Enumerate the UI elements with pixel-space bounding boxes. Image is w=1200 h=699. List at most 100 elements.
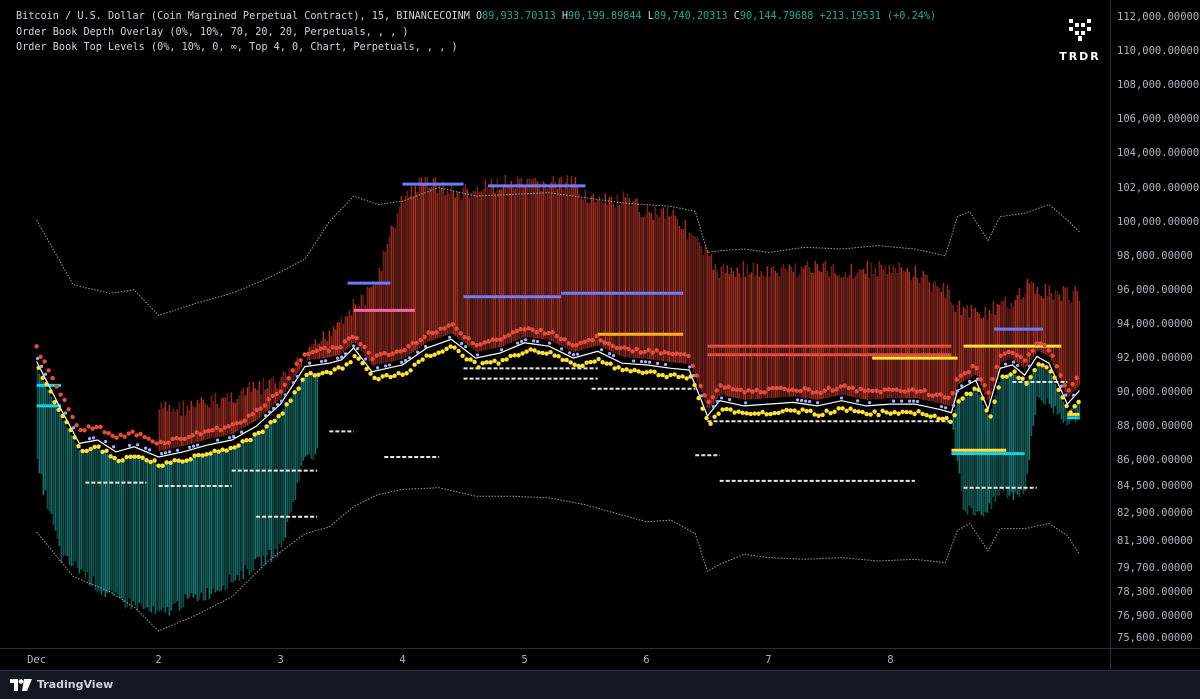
ask-depth-bar: [644, 214, 647, 359]
ask-depth-bar: [190, 400, 193, 444]
bid-depth-bar: [988, 415, 991, 504]
bid-depth-bar: [956, 401, 959, 461]
bid-level-dot: [412, 362, 417, 367]
bid-level-dot: [528, 347, 533, 352]
indicator-depth-overlay[interactable]: Order Book Depth Overlay (0%, 10%, 70, 2…: [16, 26, 409, 38]
ask-level-dot: [310, 349, 315, 355]
y-tick-label: 81,300.00000: [1117, 534, 1193, 547]
ask-depth-bar: [556, 188, 559, 344]
ask-level-dot: [714, 388, 719, 393]
bid-level-dot: [752, 411, 757, 416]
mid-level-dot: [699, 394, 704, 398]
bid-level-dot: [984, 408, 989, 413]
ask-depth-bar: [408, 196, 411, 355]
bid-depth-bar: [1010, 373, 1013, 493]
bid-level-dot: [168, 460, 173, 465]
ask-depth-bar: [810, 272, 813, 399]
ask-level-dot: [774, 386, 779, 391]
ask-level-dot: [142, 434, 147, 440]
mid-level-dot: [459, 341, 464, 346]
mid-level-dot: [415, 350, 420, 354]
ask-depth-bar: [976, 312, 979, 377]
ask-depth-bar: [514, 188, 517, 341]
ask-depth-bar: [1006, 306, 1009, 361]
ask-depth-bar: [370, 286, 373, 364]
bid-level-dot: [940, 416, 945, 422]
ask-level-dot: [42, 359, 47, 364]
ask-level-dot: [370, 356, 375, 362]
bid-level-dot: [232, 445, 237, 450]
ask-level-dot: [58, 392, 63, 397]
ask-level-dot: [934, 392, 939, 397]
mid-level-dot: [215, 438, 220, 442]
lower-band-line: [36, 487, 1080, 632]
bid-depth-bar: [60, 416, 63, 563]
symbol-title[interactable]: Bitcoin / U.S. Dollar (Coin Margined Per…: [16, 11, 470, 22]
ask-depth-bar: [1050, 292, 1053, 361]
ask-level-dot: [314, 348, 319, 354]
bid-depth-bar: [960, 396, 963, 492]
price-chart[interactable]: [0, 0, 1110, 648]
ask-level-dot: [166, 440, 171, 445]
bid-level-dot: [768, 411, 773, 417]
ask-depth-bar: [412, 196, 415, 352]
ask-depth-bar: [334, 329, 337, 356]
ask-level-dot: [1074, 375, 1079, 381]
ask-level-dot: [110, 433, 115, 438]
bid-level-dot: [624, 367, 629, 372]
indicator-top-levels[interactable]: Order Book Top Levels (0%, 10%, 0, ∞, To…: [16, 42, 458, 53]
bid-level-dot: [80, 448, 85, 454]
chart-area[interactable]: Bitcoin / U.S. Dollar (Coin Margined Per…: [0, 0, 1110, 648]
ask-level-dot: [566, 341, 571, 346]
y-tick-label: 110,000.00000: [1117, 45, 1200, 58]
bid-level-dot: [432, 352, 437, 357]
y-tick-label: 75,600.00000: [1117, 631, 1193, 644]
bid-depth-bar: [1050, 374, 1053, 408]
bid-depth-bar: [200, 454, 203, 593]
ask-level-dot: [1006, 349, 1011, 354]
ask-depth-bar: [898, 262, 901, 399]
ask-depth-bar: [740, 277, 743, 400]
bid-depth-bar: [36, 369, 39, 459]
ask-depth-bar: [984, 306, 987, 396]
ask-level-dot: [1030, 348, 1035, 353]
ask-depth-bar: [834, 273, 837, 397]
bid-depth-bar: [70, 435, 73, 567]
ask-level-dot: [570, 343, 575, 348]
ask-depth-bar: [586, 202, 589, 349]
ask-depth-bar: [990, 313, 993, 395]
ask-depth-bar: [258, 380, 261, 419]
ask-level-dot: [846, 385, 851, 391]
ask-depth-bar: [582, 199, 585, 350]
bid-level-dot: [688, 374, 693, 379]
bid-level-dot: [224, 448, 229, 453]
ask-level-dot: [698, 383, 703, 389]
bid-depth-bar: [40, 377, 43, 475]
bid-depth-bar: [252, 436, 255, 571]
ask-depth-bar: [512, 186, 515, 342]
mid-level-dot: [191, 444, 196, 448]
ask-level-dot: [782, 386, 787, 392]
y-tick-label: 86,000.00000: [1117, 454, 1193, 467]
bid-level-dot: [1056, 387, 1061, 393]
ask-depth-bar: [838, 274, 841, 396]
price-axis[interactable]: 112,000.00000 110,000.00000 108,000.00000 1…: [1110, 0, 1200, 648]
ask-depth-bar: [362, 294, 365, 354]
y-tick-label: 100,000.00000: [1117, 215, 1200, 228]
ask-depth-bar: [1046, 295, 1049, 356]
bid-level-dot: [84, 448, 89, 454]
bid-depth-bar: [1022, 381, 1025, 495]
ask-depth-bar: [262, 377, 265, 415]
ask-depth-bar: [234, 402, 237, 433]
tradingview-logo[interactable]: TradingView: [10, 678, 113, 691]
ask-depth-bar: [284, 372, 287, 392]
bid-level-dot: [428, 353, 433, 359]
mid-level-dot: [399, 360, 404, 364]
time-axis[interactable]: Dec 2 3 4 5 6 7 8: [0, 648, 1110, 671]
ask-depth-bar: [744, 276, 747, 400]
mid-level-dot: [127, 443, 132, 447]
ask-depth-bar: [774, 270, 777, 398]
ask-level-dot: [322, 345, 327, 351]
ask-depth-bar: [396, 213, 399, 361]
ask-level-dot: [34, 344, 39, 349]
